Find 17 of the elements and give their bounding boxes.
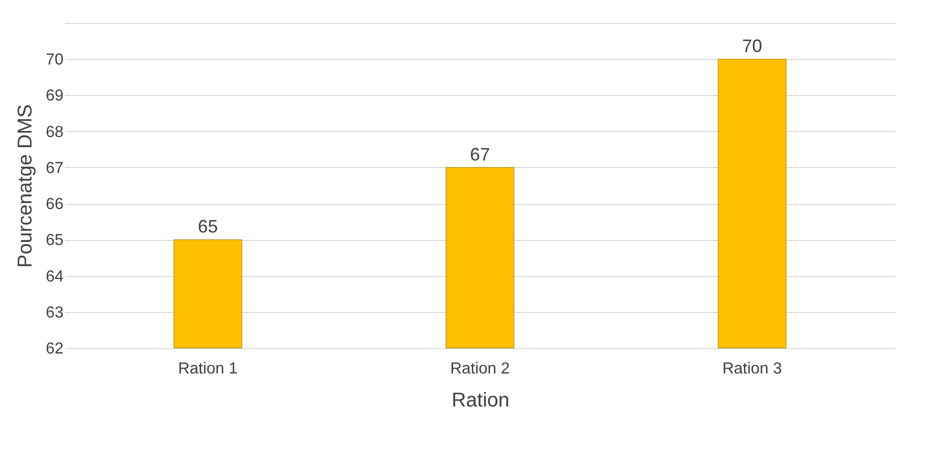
data-label: 70 — [742, 36, 762, 56]
x-tick-label: Ration 2 — [450, 360, 510, 378]
data-label: 67 — [470, 144, 490, 164]
y-tick-label: 70 — [46, 52, 64, 69]
y-tick-label: 67 — [46, 160, 64, 177]
data-label: 65 — [198, 216, 218, 237]
y-tick-label: 66 — [46, 196, 64, 214]
x-axis-title: Ration — [452, 390, 510, 412]
y-tick-label: 68 — [46, 124, 64, 141]
y-tick-label: 65 — [46, 232, 64, 250]
y-axis-title: Pourcenatge DMS — [14, 104, 37, 268]
y-tick-label: 62 — [46, 340, 64, 358]
y-tick-label: 69 — [46, 88, 64, 105]
x-tick-label: Ration 1 — [178, 360, 238, 378]
x-tick-label: Ration 3 — [722, 360, 782, 378]
y-tick-label: 63 — [46, 304, 64, 322]
y-tick-label: 64 — [46, 268, 64, 286]
